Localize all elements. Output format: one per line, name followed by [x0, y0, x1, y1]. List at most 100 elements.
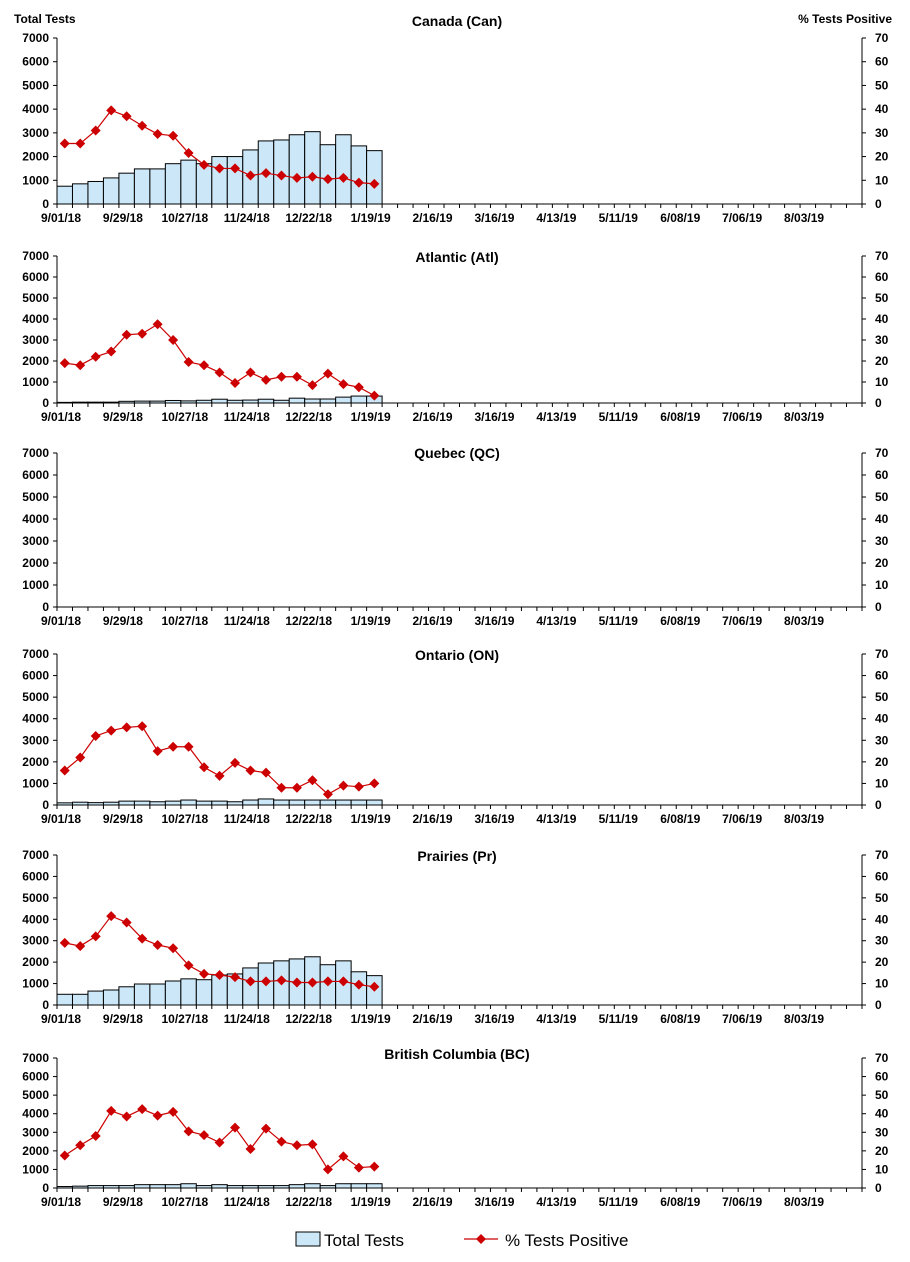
left-tick-label: 7000	[22, 446, 49, 460]
point-pct-positive	[168, 130, 179, 141]
point-pct-positive	[291, 371, 302, 382]
point-pct-positive	[152, 129, 163, 140]
x-tick-label: 7/06/19	[722, 1195, 762, 1209]
bar-total-tests	[366, 1183, 383, 1189]
right-tick-label: 30	[875, 333, 889, 347]
right-tick-label: 50	[875, 78, 889, 92]
point-pct-positive	[291, 782, 302, 793]
bar-total-tests	[118, 986, 135, 1006]
bar-total-tests	[319, 799, 337, 806]
right-tick-label: 20	[875, 354, 889, 368]
right-tick-label: 20	[875, 955, 889, 969]
bar-total-tests	[118, 800, 135, 806]
right-tick-label: 20	[875, 150, 889, 164]
panel-ontario-on: Ontario (ON)0100020003000400050006000700…	[22, 647, 888, 826]
x-tick-label: 10/27/18	[161, 812, 208, 826]
point-pct-positive	[106, 105, 117, 116]
x-tick-label: 9/01/18	[41, 1195, 81, 1209]
bar-total-tests	[195, 800, 213, 806]
left-tick-label: 1000	[22, 977, 49, 991]
legend-diamond-marker	[476, 1234, 486, 1244]
point-pct-positive	[59, 765, 70, 776]
x-tick-label: 1/19/19	[351, 614, 391, 628]
x-tick-label: 8/03/19	[784, 614, 824, 628]
right-tick-label: 0	[875, 1181, 882, 1195]
right-tick-label: 30	[875, 934, 889, 948]
x-tick-label: 7/06/19	[722, 211, 762, 225]
left-tick-label: 6000	[22, 270, 49, 284]
right-tick-label: 60	[875, 1070, 889, 1084]
point-pct-positive	[152, 940, 163, 950]
x-tick-label: 4/13/19	[536, 1195, 576, 1209]
bar-total-tests	[71, 993, 89, 1006]
point-pct-positive	[245, 765, 256, 776]
left-tick-label: 0	[42, 197, 49, 211]
left-tick-label: 4000	[22, 912, 49, 926]
bar-total-tests	[87, 990, 104, 1006]
right-tick-label: 40	[875, 912, 889, 926]
point-pct-positive	[106, 1105, 117, 1116]
point-pct-positive	[137, 1104, 148, 1115]
point-pct-positive	[59, 358, 70, 369]
right-tick-label: 10	[875, 578, 889, 592]
bar-total-tests	[335, 134, 352, 205]
right-tick-label: 70	[875, 647, 889, 661]
point-pct-positive	[121, 722, 132, 733]
x-tick-label: 5/11/19	[599, 1012, 639, 1026]
left-tick-label: 3000	[22, 534, 49, 548]
bar-total-tests	[304, 131, 321, 205]
x-tick-label: 3/16/19	[474, 1195, 514, 1209]
point-pct-positive	[322, 368, 333, 379]
x-tick-label: 5/11/19	[599, 211, 639, 225]
point-pct-positive	[106, 911, 117, 922]
x-tick-label: 8/03/19	[784, 812, 824, 826]
bar-total-tests	[56, 185, 73, 205]
right-tick-label: 0	[875, 798, 882, 812]
x-tick-label: 9/29/18	[103, 410, 143, 424]
x-tick-label: 1/19/19	[351, 1012, 391, 1026]
bar-total-tests	[211, 800, 228, 806]
x-tick-label: 4/13/19	[536, 410, 576, 424]
left-tick-label: 1000	[22, 1162, 49, 1176]
x-tick-label: 1/19/19	[351, 812, 391, 826]
left-tick-label: 6000	[22, 1070, 49, 1084]
bar-total-tests	[56, 993, 73, 1006]
panel-title: Atlantic (Atl)	[415, 249, 498, 265]
x-tick-label: 5/11/19	[599, 614, 639, 628]
right-tick-label: 60	[875, 669, 889, 683]
x-tick-label: 10/27/18	[161, 410, 208, 424]
x-tick-label: 12/22/18	[285, 614, 332, 628]
right-tick-label: 20	[875, 755, 889, 769]
left-tick-label: 2000	[22, 755, 49, 769]
x-tick-label: 1/19/19	[351, 211, 391, 225]
bar-total-tests	[71, 183, 89, 205]
point-pct-positive	[276, 782, 287, 793]
line-pct-positive	[64, 725, 375, 795]
left-tick-label: 2000	[22, 150, 49, 164]
point-pct-positive	[291, 172, 302, 183]
point-pct-positive	[260, 1123, 271, 1134]
left-tick-label: 7000	[22, 1051, 49, 1065]
right-tick-label: 30	[875, 733, 889, 747]
left-tick-label: 6000	[22, 55, 49, 69]
bar-total-tests	[273, 799, 290, 806]
left-tick-label: 0	[42, 798, 49, 812]
point-pct-positive	[230, 378, 241, 389]
x-tick-label: 7/06/19	[722, 1012, 762, 1026]
x-tick-label: 12/22/18	[285, 410, 332, 424]
point-pct-positive	[214, 1137, 225, 1148]
line-pct-positive	[64, 323, 375, 397]
x-tick-label: 9/01/18	[41, 812, 81, 826]
bar-total-tests	[288, 1184, 306, 1189]
x-tick-label: 11/24/18	[224, 812, 270, 826]
right-tick-label: 50	[875, 1088, 889, 1102]
x-tick-label: 11/24/18	[224, 1195, 270, 1209]
point-pct-positive	[121, 917, 132, 928]
left-tick-label: 3000	[22, 733, 49, 747]
x-tick-label: 8/03/19	[784, 1195, 824, 1209]
right-tick-label: 30	[875, 1125, 889, 1139]
point-pct-positive	[168, 335, 179, 345]
x-tick-label: 12/22/18	[285, 1012, 332, 1026]
x-tick-label: 2/16/19	[413, 614, 453, 628]
